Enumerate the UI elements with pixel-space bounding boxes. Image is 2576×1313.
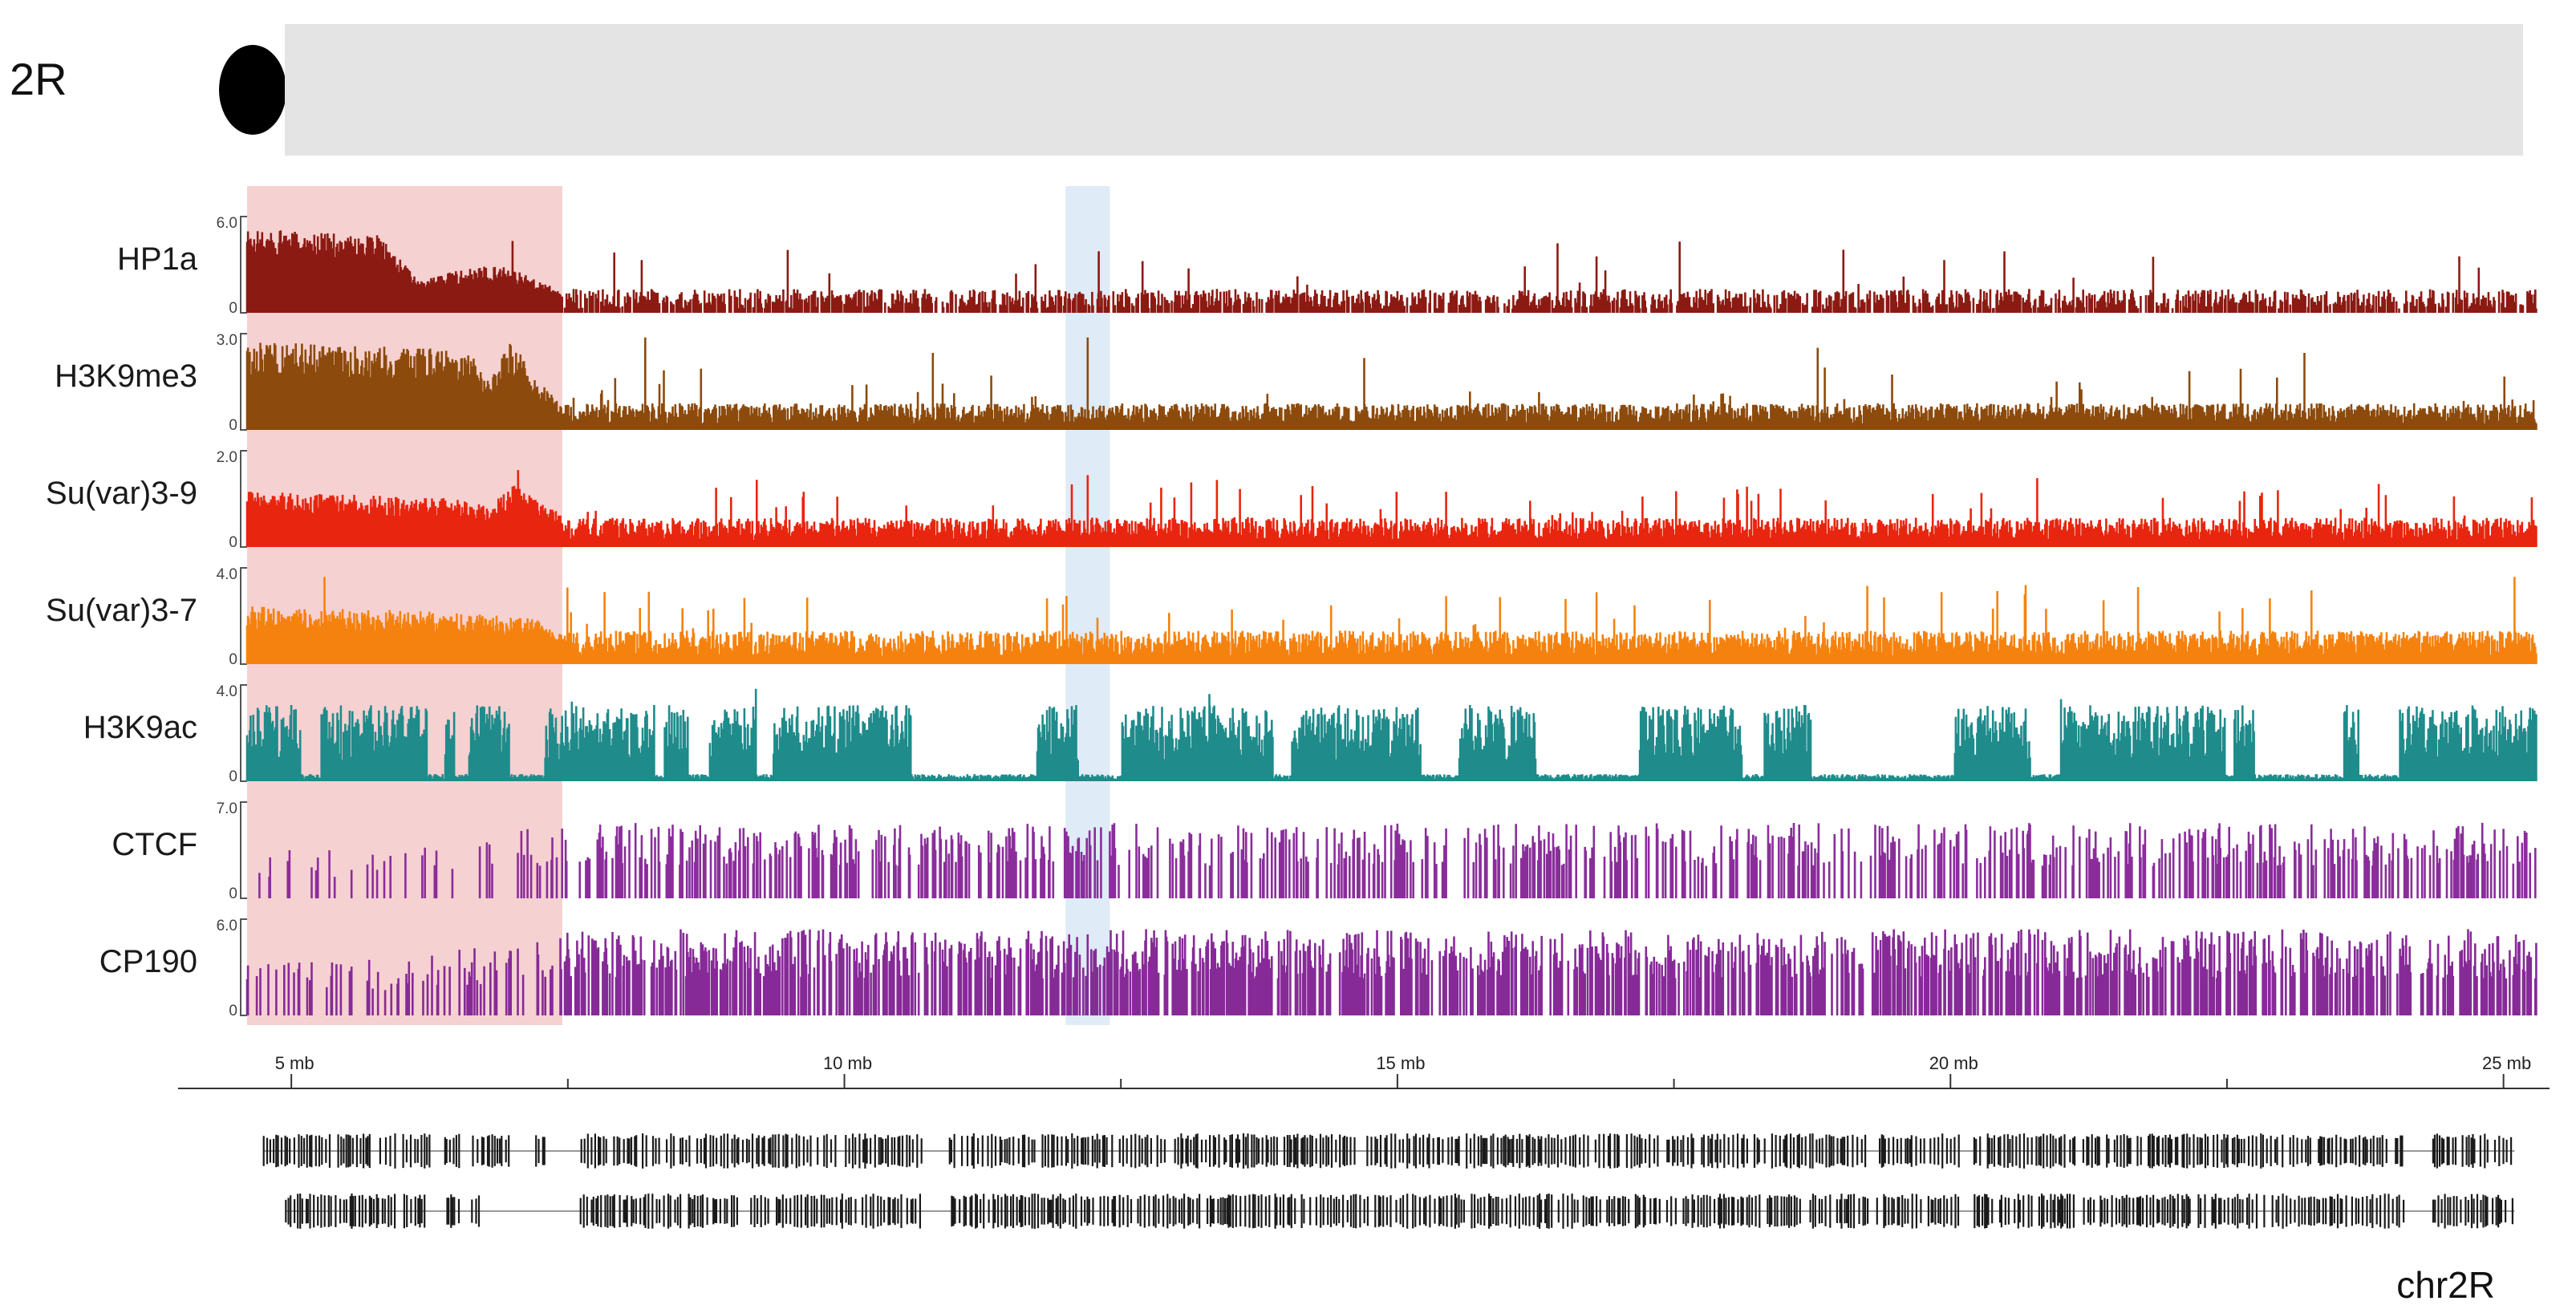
track-label: H3K9me3 [55,359,197,394]
chromosome-ideogram: 2R [10,24,2523,156]
chromosome-arm [285,24,2523,156]
track-label: CTCF [112,827,197,862]
chromosome-name: chr2R [2396,1264,2495,1306]
y-max-label: 7.0 [217,800,237,817]
y-max-label: 4.0 [217,683,237,700]
y-max-label: 6.0 [217,215,237,232]
y-min-label: 0 [229,651,237,668]
y-min-label: 0 [229,1003,237,1019]
track-su-var-3-7: Su(var)3-7 4.0 0 [46,566,2537,668]
x-tick-label: 10 mb [823,1053,872,1073]
y-axis-bracket [240,918,247,1016]
y-axis-bracket [240,450,247,548]
signal-bars [245,230,2537,313]
x-tick-label: 5 mb [275,1053,314,1073]
y-axis-bracket [240,216,247,314]
track-h3k9ac: H3K9ac 4.0 0 [83,683,2537,785]
track-hp1a: HP1a 6.0 0 [117,215,2537,317]
y-min-label: 0 [229,534,237,551]
y-max-label: 2.0 [217,449,237,466]
track-cp190: CP190 6.0 0 [99,918,2537,1019]
signal-bars [258,822,2537,898]
y-max-label: 6.0 [217,918,237,934]
y-min-label: 0 [229,417,237,434]
x-tick-label: 20 mb [1929,1053,1978,1073]
y-max-label: 4.0 [217,566,237,583]
track-su-var-3-9: Su(var)3-9 2.0 0 [46,449,2537,551]
track-label: CP190 [99,944,197,979]
y-min-label: 0 [229,300,237,317]
y-max-label: 3.0 [217,332,237,349]
y-axis-bracket [240,801,247,899]
signal-bars [245,577,2537,664]
signal-bars [245,929,2537,1015]
gene-row [262,1133,2513,1169]
signal-bars [245,470,2537,547]
centromere-icon [219,45,286,135]
signal-tracks: HP1a6.00H3K9me33.00Su(var)3-92.00Su(var)… [46,215,2537,1019]
signal-bars [245,688,2537,781]
gene-row [285,1193,2513,1229]
coordinate-axis: 5 mb 10 mb 15 mb 20 mb 25 mb [178,1053,2550,1089]
track-label: Su(var)3-7 [46,593,197,628]
y-axis-bracket [240,567,247,665]
track-label: HP1a [117,241,198,277]
x-tick-label: 15 mb [1376,1053,1425,1073]
y-axis-bracket [240,684,247,782]
chromosome-label: 2R [10,54,67,104]
signal-bars [245,337,2537,430]
y-min-label: 0 [229,885,237,902]
track-label: Su(var)3-9 [46,476,197,511]
track-h3k9me3: H3K9me3 3.0 0 [55,332,2537,434]
y-min-label: 0 [229,768,237,785]
track-label: H3K9ac [83,710,197,745]
x-tick-label: 25 mb [2482,1053,2531,1073]
track-ctcf: CTCF 7.0 0 [112,800,2537,902]
y-axis-bracket [240,333,247,431]
gene-annotation-track [262,1133,2515,1229]
